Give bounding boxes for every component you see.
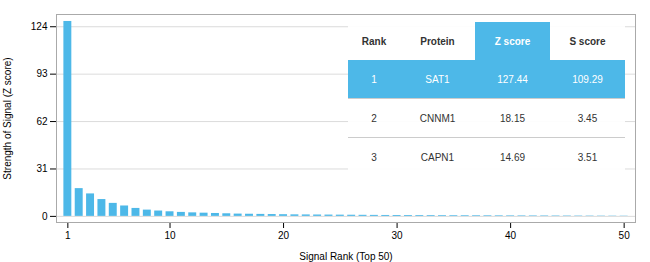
html-text:CNNM1: CNNM1 — [419, 112, 456, 124]
svg-text:62: 62 — [36, 116, 48, 127]
html-text:109.29: 109.29 — [572, 73, 603, 85]
html-text:18.15: 18.15 — [500, 112, 525, 124]
html-text:S score: S score — [569, 35, 606, 47]
svg-text:0: 0 — [42, 211, 48, 222]
svg-text:40: 40 — [505, 230, 517, 241]
html-text:1: 1 — [371, 73, 377, 85]
html-text:3: 3 — [371, 151, 377, 163]
html-text:14.69: 14.69 — [500, 151, 525, 163]
svg-text:Signal Rank (Top 50): Signal Rank (Top 50) — [299, 251, 392, 262]
svg-text:50: 50 — [619, 230, 631, 241]
svg-text:20: 20 — [278, 230, 290, 241]
svg-text:124: 124 — [31, 21, 48, 32]
html-text:CAPN1: CAPN1 — [420, 151, 455, 163]
html-text:3.51: 3.51 — [577, 151, 598, 163]
svg-text:93: 93 — [36, 68, 48, 79]
svg-text:Strength of Signal (Z score): Strength of Signal (Z score) — [2, 57, 13, 179]
svg-text:30: 30 — [392, 230, 404, 241]
svg-text:1: 1 — [65, 230, 71, 241]
html-text:Z score: Z score — [494, 35, 531, 47]
html-text:2: 2 — [371, 112, 377, 124]
svg-text:10: 10 — [164, 230, 176, 241]
svg-text:31: 31 — [36, 163, 48, 174]
html-text:127.44: 127.44 — [497, 73, 528, 85]
html-text:Protein: Protein — [420, 35, 455, 47]
html-text:SAT1: SAT1 — [425, 73, 450, 85]
html-text:3.45: 3.45 — [577, 112, 598, 124]
html-text:Rank: Rank — [361, 35, 387, 47]
